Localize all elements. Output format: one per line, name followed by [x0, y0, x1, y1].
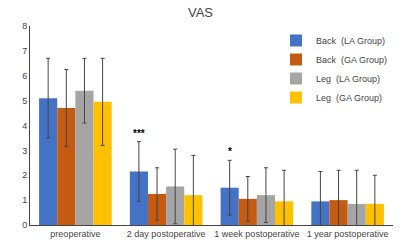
- svg-text:3: 3: [22, 146, 27, 156]
- svg-text:0: 0: [22, 220, 27, 230]
- svg-text:1: 1: [22, 195, 27, 205]
- svg-text:5: 5: [22, 96, 27, 106]
- svg-text:7: 7: [22, 46, 27, 56]
- svg-text:Back (GA Group): Back (GA Group): [316, 55, 387, 65]
- svg-text:***: ***: [133, 128, 145, 139]
- svg-text:1 year postoperative: 1 year postoperative: [307, 229, 389, 239]
- svg-text:VAS: VAS: [188, 5, 213, 20]
- svg-text:2: 2: [22, 170, 27, 180]
- svg-text:8: 8: [22, 21, 27, 31]
- svg-text:2 day postoperative: 2 day postoperative: [127, 229, 206, 239]
- svg-text:Back (LA Group): Back (LA Group): [316, 36, 385, 46]
- svg-text:1 week postoperative: 1 week postoperative: [214, 229, 299, 239]
- svg-text:4: 4: [22, 121, 27, 131]
- svg-text:*: *: [228, 146, 232, 157]
- svg-text:6: 6: [22, 71, 27, 81]
- svg-text:Leg (LA Group): Leg (LA Group): [316, 74, 380, 84]
- svg-text:Leg (GA Group): Leg (GA Group): [316, 93, 382, 103]
- svg-text:preoperative: preoperative: [50, 229, 100, 239]
